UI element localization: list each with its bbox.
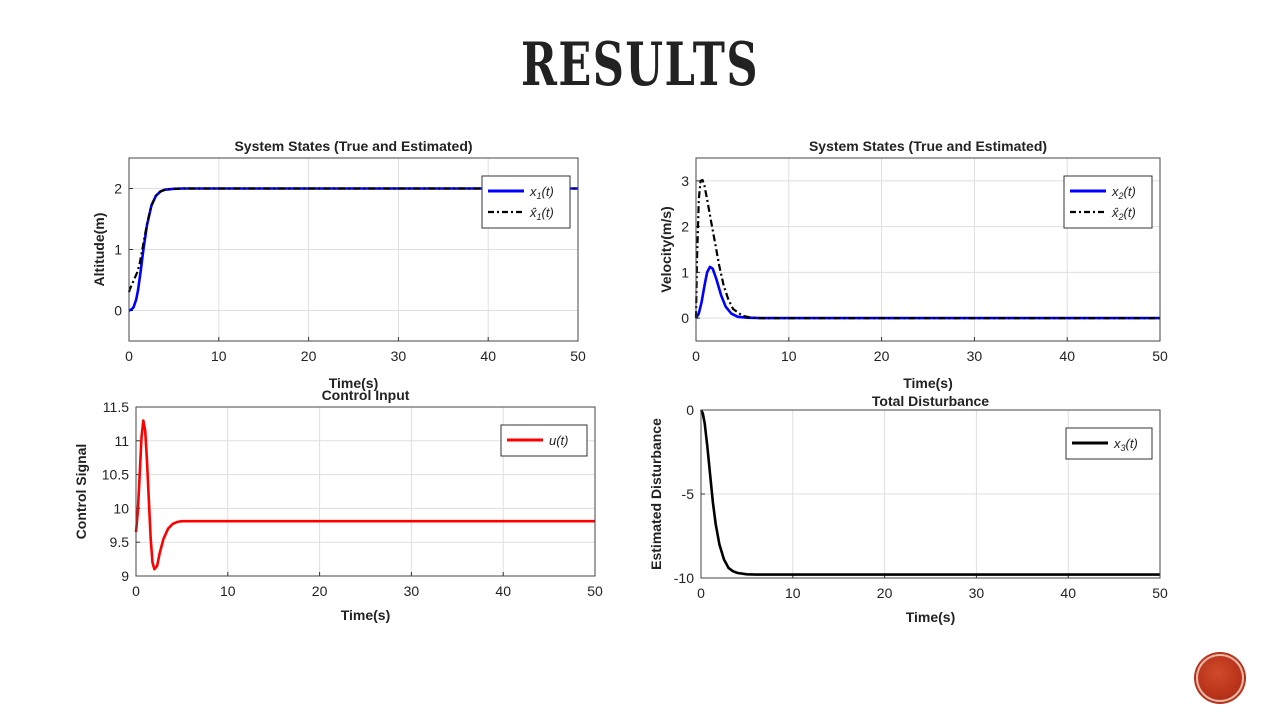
legend-label: x1(t) <box>529 184 554 201</box>
chart-title: Control Input <box>322 387 410 403</box>
y-axis-label: Altitude(m) <box>91 213 107 287</box>
axes-box <box>135 406 596 577</box>
axes-box <box>128 157 579 342</box>
y-tick-label: 2 <box>114 181 122 197</box>
x-tick-label: 30 <box>391 348 407 364</box>
x-tick-label: 0 <box>125 348 133 364</box>
x-tick-label: 10 <box>785 585 801 601</box>
series-line <box>694 178 1160 320</box>
legend-label: x̂2(t) <box>1111 205 1136 222</box>
x-tick-label: 40 <box>495 583 511 599</box>
x-axis-label: Time(s) <box>329 375 379 391</box>
slide-title: RESULTS <box>521 30 759 100</box>
y-tick-label: -10 <box>674 570 694 586</box>
chart-title: Total Disturbance <box>872 393 989 409</box>
y-tick-label: 11 <box>114 433 129 449</box>
legend-box <box>1063 175 1153 229</box>
x-tick-label: 20 <box>301 348 317 364</box>
x-tick-label: 50 <box>1152 585 1168 601</box>
x-axis-label: Time(s) <box>341 607 391 623</box>
y-tick-label: 9.5 <box>110 534 130 550</box>
series-line <box>694 265 1160 320</box>
x-tick-label: 10 <box>220 583 236 599</box>
x-tick-label: 0 <box>692 348 700 364</box>
x-tick-label: 50 <box>570 348 586 364</box>
y-tick-label: -5 <box>682 486 695 502</box>
y-tick-label: 0 <box>686 402 694 418</box>
legend-label: u(t) <box>549 433 569 448</box>
y-tick-label: 1 <box>681 264 689 280</box>
x-tick-label: 10 <box>781 348 797 364</box>
legend-label: x2(t) <box>1111 184 1136 201</box>
y-tick-label: 0 <box>681 310 689 326</box>
y-tick-label: 1 <box>114 242 122 258</box>
x-tick-label: 30 <box>404 583 420 599</box>
legend-label: x̂1(t) <box>529 205 554 222</box>
x-tick-label: 40 <box>1059 348 1075 364</box>
x-tick-label: 40 <box>1060 585 1076 601</box>
x-tick-label: 0 <box>697 585 705 601</box>
x-tick-label: 20 <box>874 348 890 364</box>
x-tick-label: 50 <box>1152 348 1168 364</box>
y-tick-label: 3 <box>681 173 689 189</box>
x-tick-label: 50 <box>587 583 603 599</box>
x-tick-label: 0 <box>132 583 140 599</box>
x-tick-label: 40 <box>480 348 496 364</box>
chart-title: System States (True and Estimated) <box>809 138 1047 154</box>
y-axis-label: Velocity(m/s) <box>658 206 674 292</box>
x-tick-label: 30 <box>969 585 985 601</box>
x-tick-label: 20 <box>312 583 328 599</box>
series-line <box>699 409 1160 576</box>
x-tick-label: 10 <box>211 348 227 364</box>
axes-box <box>695 157 1161 342</box>
legend-box <box>481 175 571 229</box>
y-axis-label: Estimated Disturbance <box>648 418 664 570</box>
y-tick-label: 10.5 <box>102 467 129 483</box>
y-tick-label: 2 <box>681 219 689 235</box>
legend-label: x3(t) <box>1113 436 1138 453</box>
x-axis-label: Time(s) <box>906 609 956 625</box>
y-axis-label: Control Signal <box>73 444 89 540</box>
x-tick-label: 20 <box>877 585 893 601</box>
corner-badge-icon <box>1196 654 1244 702</box>
y-tick-label: 9 <box>121 568 129 584</box>
series-line <box>134 419 595 571</box>
y-tick-label: 0 <box>114 303 122 319</box>
y-tick-label: 11.5 <box>103 399 129 415</box>
chart-title: System States (True and Estimated) <box>234 138 472 154</box>
axes-box <box>700 409 1161 579</box>
x-axis-label: Time(s) <box>903 375 953 391</box>
x-tick-label: 30 <box>967 348 983 364</box>
y-tick-label: 10 <box>113 500 129 516</box>
series-line <box>127 187 578 293</box>
